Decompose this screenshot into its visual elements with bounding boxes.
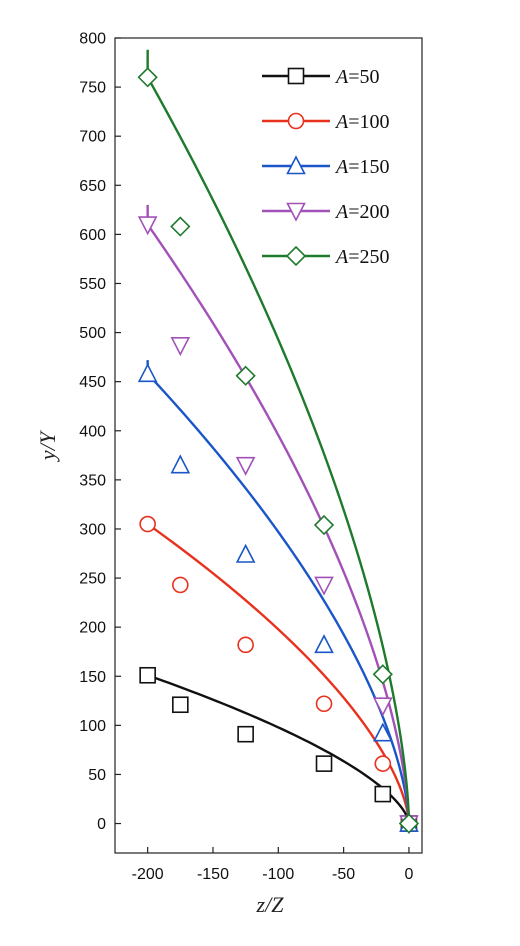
data-point xyxy=(137,67,158,88)
data-point xyxy=(139,515,156,533)
legend-item: A=150 xyxy=(262,155,390,178)
data-point xyxy=(139,666,156,684)
y-axis-label: y/Y xyxy=(35,429,60,462)
data-point xyxy=(170,337,191,357)
y-tick-label: 800 xyxy=(79,31,106,48)
legend-marker xyxy=(287,112,305,130)
x-axis-ticks: -200 -150 -100 -50 0 xyxy=(132,847,413,883)
y-tick-label: 250 xyxy=(79,571,106,588)
plot-frame xyxy=(114,37,423,854)
legend: A=50 A=100 A=150 A=200 A=250 xyxy=(262,66,390,268)
legend-item: A=50 xyxy=(262,66,380,88)
y-tick-label: 200 xyxy=(79,620,106,637)
legend-marker xyxy=(286,202,306,222)
data-point xyxy=(372,722,393,742)
legend-item: A=100 xyxy=(262,111,390,133)
y-tick-label: 500 xyxy=(79,325,106,342)
y-tick-label: 300 xyxy=(79,521,106,538)
legend-label: A=150 xyxy=(334,156,390,178)
data-point xyxy=(235,456,256,476)
y-tick-label: 50 xyxy=(88,767,106,784)
legend-marker xyxy=(285,245,307,267)
legend-label: A=250 xyxy=(334,246,390,268)
data-point xyxy=(235,365,256,386)
legend-label: A=200 xyxy=(334,201,390,223)
data-point xyxy=(372,664,393,685)
legend-label: A=50 xyxy=(334,66,380,88)
series-line-A=250 xyxy=(146,49,411,824)
data-point xyxy=(314,576,334,596)
y-tick-label: 150 xyxy=(79,669,106,686)
series-line-A=150 xyxy=(146,360,411,824)
y-tick-label: 600 xyxy=(79,227,106,244)
data-point xyxy=(172,576,189,594)
x-tick-label: 0 xyxy=(404,866,413,883)
legend-marker xyxy=(287,67,305,85)
y-tick-label: 100 xyxy=(79,718,106,735)
data-point xyxy=(374,755,392,772)
data-point xyxy=(398,813,420,834)
series-line-A=200 xyxy=(146,204,411,824)
data-point xyxy=(314,634,334,654)
data-point xyxy=(237,636,254,654)
series-markers xyxy=(137,67,420,835)
data-point xyxy=(372,697,393,717)
data-point xyxy=(170,454,191,474)
y-tick-label: 700 xyxy=(79,129,106,146)
legend-marker xyxy=(286,155,306,175)
y-tick-label: 0 xyxy=(97,816,106,833)
y-axis-ticks: 0 50 100 150 200 250 300 350 400 450 500 550 600 650 7… xyxy=(79,31,121,833)
data-point xyxy=(374,785,392,803)
y-tick-label: 400 xyxy=(79,423,106,440)
legend-label: A=100 xyxy=(334,111,390,133)
series-line-A=100 xyxy=(146,523,411,824)
x-tick-label: -200 xyxy=(132,866,164,883)
legend-item: A=200 xyxy=(262,201,390,223)
data-point xyxy=(315,695,333,713)
y-tick-label: 450 xyxy=(79,374,106,391)
x-axis-label: z/Z xyxy=(256,892,285,917)
data-point xyxy=(172,696,189,714)
series-line-A=50 xyxy=(147,674,411,824)
data-point xyxy=(137,216,158,236)
series-lines xyxy=(146,49,411,824)
data-point xyxy=(313,514,335,536)
x-tick-label: -50 xyxy=(332,866,355,883)
x-tick-label: -150 xyxy=(197,866,229,883)
y-tick-label: 750 xyxy=(79,80,106,97)
legend-item: A=250 xyxy=(262,245,390,268)
y-tick-label: 550 xyxy=(79,276,106,293)
y-tick-label: 650 xyxy=(79,178,106,195)
data-point xyxy=(137,363,158,383)
data-point xyxy=(235,543,256,563)
data-point xyxy=(237,725,254,743)
x-tick-label: -100 xyxy=(262,866,294,883)
y-tick-label: 350 xyxy=(79,472,106,489)
data-point xyxy=(315,755,333,772)
data-point xyxy=(170,216,191,237)
